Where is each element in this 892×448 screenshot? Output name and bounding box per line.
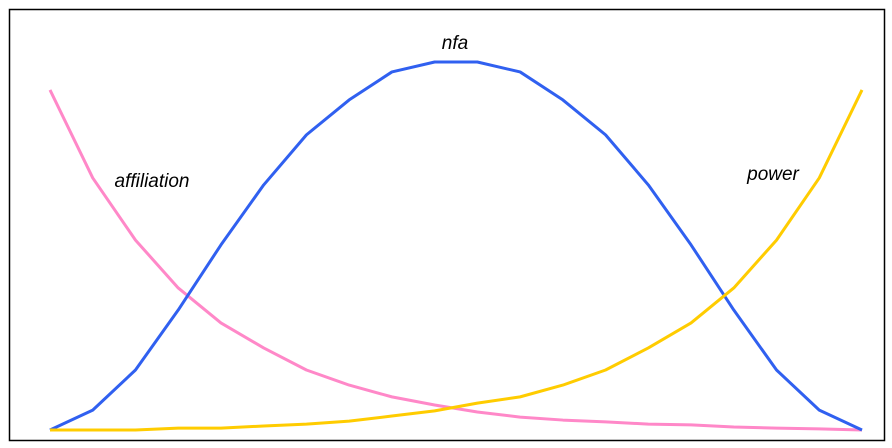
line bbox=[50, 89, 864, 432]
series-label: nfa bbox=[442, 33, 468, 54]
series-label: affiliation bbox=[115, 171, 190, 192]
series-label: power bbox=[746, 164, 799, 185]
frame bbox=[8, 8, 886, 442]
line bbox=[49, 60, 863, 432]
